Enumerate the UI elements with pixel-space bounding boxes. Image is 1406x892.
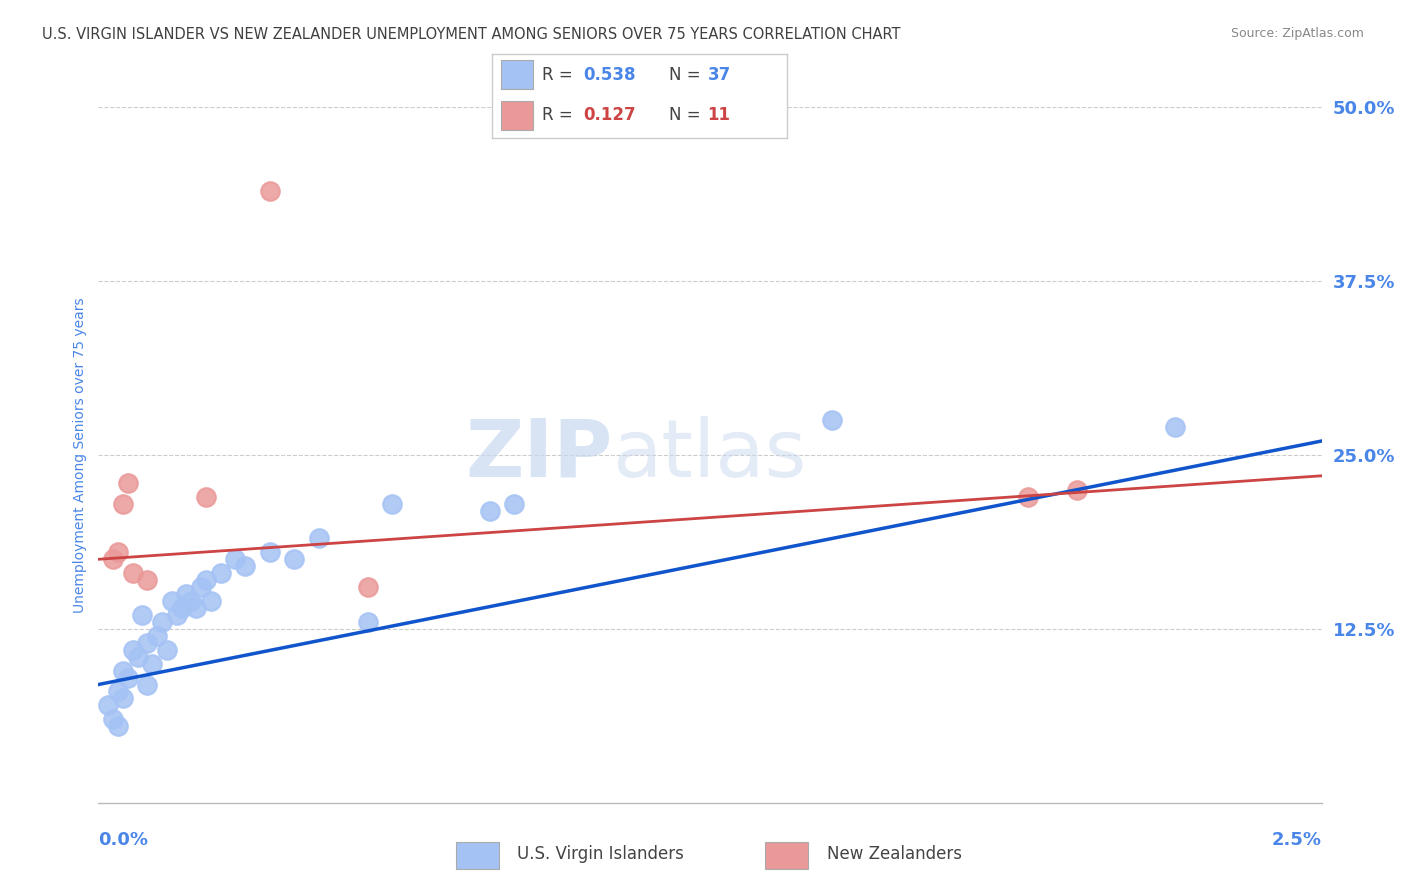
Point [356, 580, 378, 594]
Point [195, 490, 218, 504]
Text: ZIP: ZIP [465, 416, 612, 494]
Point [111, 497, 134, 511]
Point [478, 503, 501, 517]
Point [160, 594, 183, 608]
Point [224, 552, 246, 566]
Point [97, 698, 120, 713]
Point [156, 642, 179, 657]
Point [146, 629, 169, 643]
Point [195, 573, 218, 587]
Point [186, 601, 208, 615]
Point [166, 607, 188, 622]
Text: U.S. VIRGIN ISLANDER VS NEW ZEALANDER UNEMPLOYMENT AMONG SENIORS OVER 75 YEARS C: U.S. VIRGIN ISLANDER VS NEW ZEALANDER UN… [42, 27, 901, 42]
Point [176, 587, 198, 601]
Bar [456, 842, 499, 869]
Text: New Zealanders: New Zealanders [827, 845, 962, 863]
Text: U.S. Virgin Islanders: U.S. Virgin Islanders [517, 845, 685, 863]
Point [1066, 483, 1088, 497]
Point [150, 615, 173, 629]
Point [136, 573, 159, 587]
Point [121, 642, 143, 657]
Point [180, 594, 202, 608]
Point [190, 580, 212, 594]
Point [308, 532, 330, 546]
Point [131, 607, 153, 622]
Point [233, 559, 256, 574]
Point [381, 497, 404, 511]
Point [107, 684, 129, 698]
Point [121, 566, 143, 581]
Point [259, 184, 281, 198]
Text: atlas: atlas [612, 416, 807, 494]
Point [111, 664, 134, 678]
Point [136, 677, 159, 691]
Point [107, 545, 129, 559]
Text: 37: 37 [707, 66, 731, 84]
Point [111, 691, 134, 706]
Point [136, 636, 159, 650]
Text: Source: ZipAtlas.com: Source: ZipAtlas.com [1230, 27, 1364, 40]
Point [107, 719, 129, 733]
Point [209, 566, 232, 581]
Bar [501, 101, 533, 130]
Point [117, 475, 139, 490]
Point [200, 594, 222, 608]
Point [127, 649, 149, 664]
Point [101, 712, 124, 726]
Y-axis label: Unemployment Among Seniors over 75 years: Unemployment Among Seniors over 75 years [73, 297, 87, 613]
Point [170, 601, 193, 615]
Bar [765, 842, 808, 869]
Text: R =: R = [543, 66, 578, 84]
Text: N =: N = [669, 66, 706, 84]
Bar [501, 61, 533, 89]
Text: R =: R = [543, 106, 583, 124]
Point [259, 545, 281, 559]
Text: 0.127: 0.127 [583, 106, 637, 124]
Text: 2.5%: 2.5% [1271, 830, 1322, 848]
Point [141, 657, 163, 671]
Point [821, 413, 844, 427]
Point [1164, 420, 1187, 434]
Point [1017, 490, 1039, 504]
Point [503, 497, 526, 511]
Point [283, 552, 305, 566]
Point [117, 671, 139, 685]
Point [356, 615, 378, 629]
Text: 11: 11 [707, 106, 731, 124]
Text: 0.0%: 0.0% [98, 830, 149, 848]
Point [101, 552, 124, 566]
Text: N =: N = [669, 106, 706, 124]
Text: 0.538: 0.538 [583, 66, 636, 84]
